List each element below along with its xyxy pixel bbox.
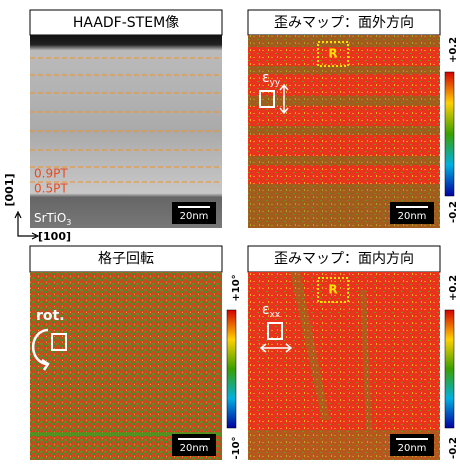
panel-rotation: 格子回転 rot. 20nm +10° -10° xyxy=(30,246,242,460)
page: {"panels": [ {"title": "HAADF-STEM像", "s… xyxy=(0,0,460,464)
rotation-map xyxy=(30,272,222,460)
symbol-sub: yy xyxy=(270,78,281,88)
region-label: R xyxy=(328,47,337,61)
axis-horizontal: [100] xyxy=(38,230,71,243)
panel-title: HAADF-STEM像 xyxy=(73,15,179,31)
scale-bar-label: 20nm xyxy=(398,211,427,222)
panel-title: 歪みマップ：面外方向 xyxy=(274,15,414,31)
symbol-base: ε xyxy=(262,302,270,318)
colorbar-top: +0.2 xyxy=(448,275,459,301)
layer-label: 0.5PT xyxy=(34,182,68,196)
colorbar xyxy=(227,310,236,428)
panel-haadf: HAADF-STEM像 0.9PT 0.5PT SrTiO3 20nm xyxy=(30,10,222,228)
panel-strain-in: 歪みマップ：面内方向 R εxx 20nm +0.2 -0.2 xyxy=(248,246,459,460)
substrate-base: SrTiO xyxy=(34,211,66,225)
panel-title: 歪みマップ：面内方向 xyxy=(274,251,414,267)
symbol: rot. xyxy=(36,308,65,324)
scale-bar-label: 20nm xyxy=(398,443,427,454)
region-label: R xyxy=(328,283,337,297)
substrate-sub: 3 xyxy=(66,218,71,227)
scale-bar-label: 20nm xyxy=(180,443,209,454)
scale-bar-label: 20nm xyxy=(180,211,209,222)
colorbar-bottom: -0.2 xyxy=(448,437,459,459)
colorbar-bottom: -10° xyxy=(231,436,242,459)
layer-label: 0.9PT xyxy=(34,167,68,181)
colorbar xyxy=(445,72,454,196)
symbol-base: ε xyxy=(262,70,270,86)
figure: HAADF-STEM像 0.9PT 0.5PT SrTiO3 20nm 歪みマッ… xyxy=(0,0,460,464)
colorbar-top: +10° xyxy=(231,274,242,301)
symbol-sub: xx xyxy=(270,310,281,320)
panel-title: 格子回転 xyxy=(98,251,154,267)
substrate-label: SrTiO3 xyxy=(34,211,71,227)
colorbar-top: +0.2 xyxy=(448,37,459,63)
axis-vertical: [001] xyxy=(3,173,16,206)
panel-strain-out: 歪みマップ：面外方向 R εyy 20nm +0.2 -0.2 xyxy=(248,10,459,228)
colorbar xyxy=(445,310,454,428)
colorbar-bottom: -0.2 xyxy=(448,201,459,223)
